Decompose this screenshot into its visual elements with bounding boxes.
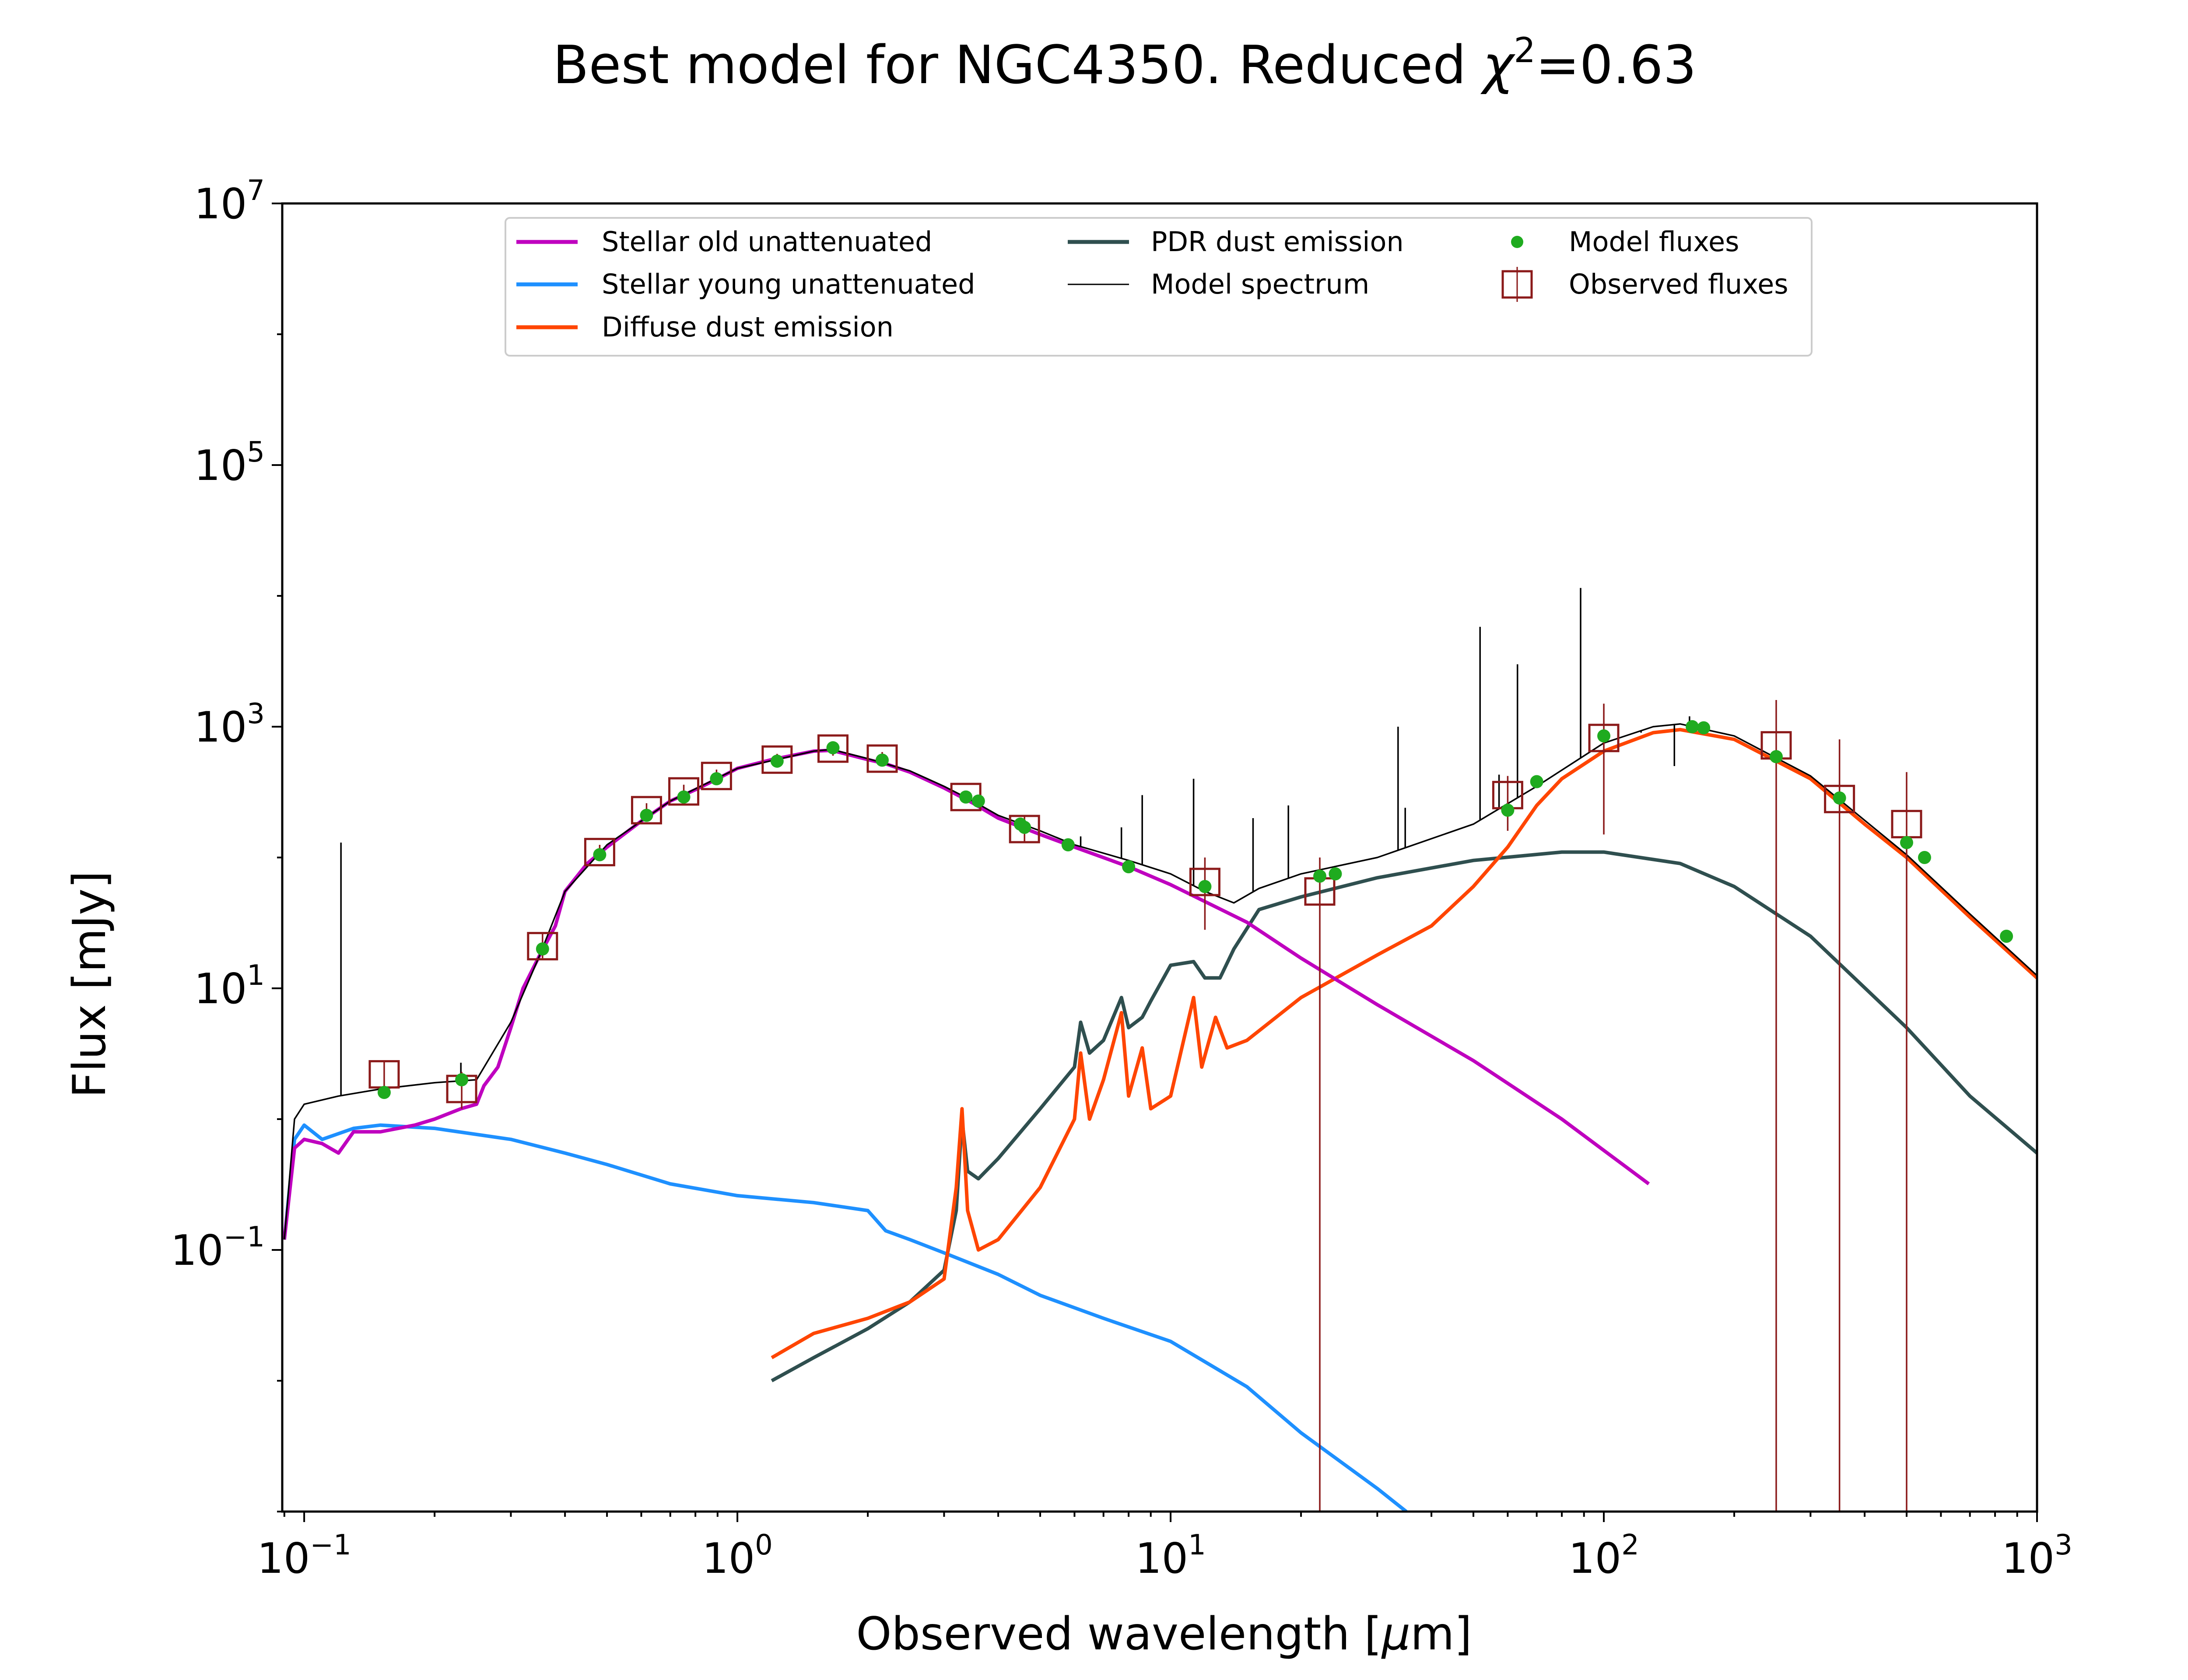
x-tick-label-base: 10 [1135, 1535, 1188, 1583]
x-axis-label-post: m] [1410, 1608, 1472, 1660]
model-flux-marker [1122, 860, 1136, 874]
model-flux-marker [971, 794, 985, 808]
observed-flux-marker [1824, 784, 1855, 813]
model-flux-marker [1501, 803, 1515, 817]
x-axis-label-mu: μ [1381, 1608, 1411, 1660]
model-flux-marker [1313, 869, 1326, 883]
series-line-stellar-young-unattenuated [282, 1123, 1408, 1512]
observed-flux-marker [701, 762, 732, 791]
legend-swatch-model-fluxes [1511, 236, 1523, 248]
y-tick-label-base: 10 [194, 180, 247, 228]
observed-flux-marker [1189, 868, 1220, 896]
title-chi: χ [1480, 35, 1515, 96]
chart-title: Best model for NGC4350. Reduced χ2=0.63 [553, 31, 1697, 96]
series-layer [282, 588, 2037, 1512]
x-axis-label: Observed wavelength [μm] [856, 1608, 1472, 1660]
y-tick-label-exp: 1 [247, 959, 265, 992]
title-main: Best model for NGC4350. Reduced [553, 35, 1483, 96]
model-flux-marker [770, 754, 784, 768]
observed-flux-marker [817, 734, 849, 763]
y-tick-label: 10−1 [171, 1221, 265, 1275]
x-tick-label: 103 [2002, 1529, 2072, 1583]
y-tick-label-exp: 5 [247, 436, 265, 469]
legend-label-model-fluxes: Model fluxes [1569, 226, 1739, 258]
errorbar-layer [383, 700, 1907, 1512]
x-tick-label-base: 10 [702, 1535, 755, 1583]
y-tick-label: 107 [194, 175, 265, 228]
legend: Stellar old unattenuated Stellar young u… [505, 217, 1813, 357]
model-flux-marker [1918, 851, 1931, 864]
observed-flux-marker [761, 745, 793, 774]
model-flux-marker [1329, 867, 1342, 881]
model-flux-marker [593, 848, 607, 861]
model-flux-marker [875, 753, 889, 767]
model-flux-marker [1697, 721, 1711, 735]
observed-flux-marker [631, 796, 662, 825]
y-tick-label-exp: 7 [247, 175, 265, 207]
legend-label-stellar-young: Stellar young unattenuated [602, 268, 975, 300]
title-value: =0.63 [1536, 35, 1697, 96]
legend-label-observed-fluxes: Observed fluxes [1569, 268, 1788, 300]
y-tick-label-exp: −1 [224, 1221, 265, 1253]
model-flux-marker [455, 1073, 469, 1086]
x-axis-label-pre: Observed wavelength [ [856, 1608, 1382, 1660]
x-tick-label-base: 10 [2002, 1535, 2055, 1583]
x-tick-label-exp: −1 [310, 1529, 351, 1561]
legend-label-pdr-dust: PDR dust emission [1151, 226, 1404, 258]
y-tick-label-exp: 3 [247, 698, 265, 730]
x-tick-label-exp: 0 [755, 1529, 773, 1561]
legend-box [505, 217, 1813, 357]
x-tick-label: 10−1 [257, 1529, 351, 1583]
observed-flux-marker [1009, 815, 1040, 844]
series-line-model-spectrum [284, 723, 2037, 1240]
x-tick-label-base: 10 [1568, 1535, 1621, 1583]
model-flux-marker [1198, 880, 1212, 893]
x-tick-label-base: 10 [257, 1535, 310, 1583]
x-tick-label-exp: 2 [1621, 1529, 1639, 1561]
model-flux-marker [377, 1085, 391, 1099]
observed-flux-marker [584, 838, 615, 867]
y-tick-label-base: 10 [171, 1227, 224, 1275]
marker-layer [368, 720, 2013, 1103]
model-flux-marker [536, 942, 549, 956]
observed-flux-marker [527, 932, 558, 961]
model-flux-marker [1597, 729, 1611, 743]
observed-flux-marker [866, 744, 898, 773]
observed-flux-marker [1588, 724, 1620, 752]
model-flux-marker [1530, 775, 1543, 788]
y-tick-label: 101 [194, 959, 265, 1013]
model-flux-marker [640, 808, 653, 822]
legend-label-diffuse-dust: Diffuse dust emission [602, 311, 894, 343]
model-flux-marker [710, 772, 723, 785]
title-chi-exp: 2 [1514, 31, 1536, 70]
observed-flux-marker [668, 777, 700, 806]
legend-label-stellar-old: Stellar old unattenuated [602, 226, 932, 258]
x-tick-label: 101 [1135, 1529, 1206, 1583]
model-flux-marker [1686, 720, 1699, 733]
model-flux-marker [959, 790, 973, 804]
y-tick-label: 103 [194, 698, 265, 752]
legend-label-model-spectrum: Model spectrum [1151, 268, 1369, 300]
model-flux-marker [826, 741, 840, 755]
model-flux-marker [1833, 791, 1846, 805]
model-flux-marker [1900, 836, 1913, 849]
model-flux-marker [1061, 838, 1075, 852]
y-axis-label: Flux [mJy] [63, 871, 116, 1098]
y-tick-label-base: 10 [194, 704, 247, 752]
x-tick-label: 100 [702, 1529, 773, 1583]
x-tick-label: 102 [1568, 1529, 1639, 1583]
x-tick-label-exp: 1 [1188, 1529, 1206, 1561]
y-tick-label-base: 10 [194, 442, 247, 490]
y-tick-label-base: 10 [194, 965, 247, 1013]
model-flux-marker [1018, 821, 1031, 834]
series-line-diffuse-dust-emission [771, 728, 2037, 1359]
x-tick-label-exp: 3 [2055, 1529, 2072, 1561]
plot-frame [281, 202, 2038, 1513]
model-flux-marker [1769, 750, 1783, 763]
model-flux-marker [2000, 930, 2013, 943]
model-flux-marker [677, 790, 691, 804]
y-tick-label: 105 [194, 436, 265, 490]
